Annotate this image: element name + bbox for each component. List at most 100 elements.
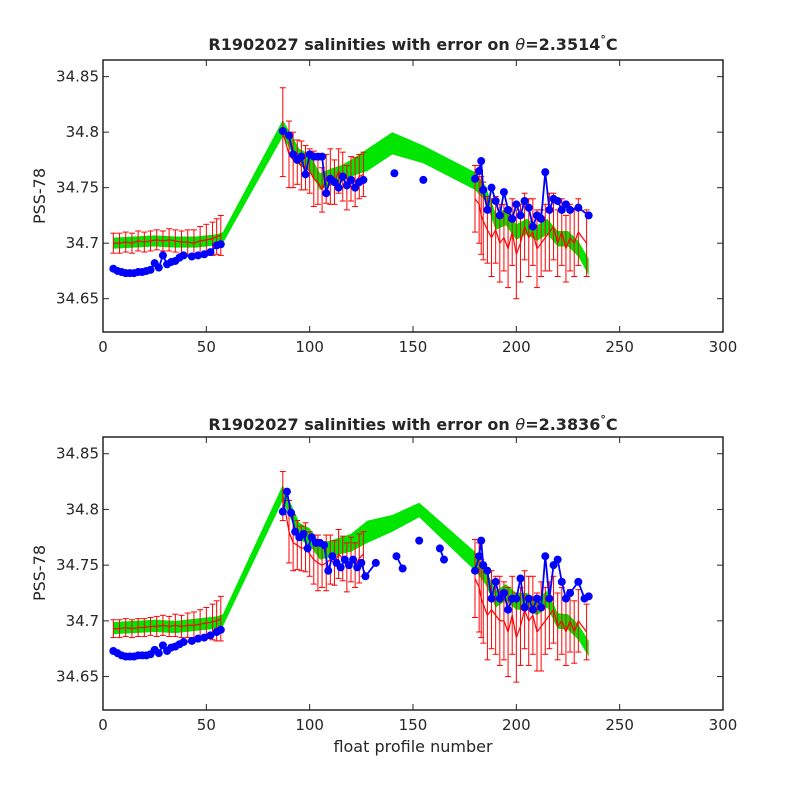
bottom-plot-reference-line-segment <box>548 609 555 616</box>
bottom-plot-float-point <box>495 594 504 603</box>
top-plot-float-point <box>479 185 488 194</box>
bottom-plot-reference-line-segment <box>515 626 522 638</box>
top-plot-float-point <box>545 205 554 214</box>
bottom-plot-ticks: 0 50 100 150 200 250 300 34.65 34.7 34.75 34.8 34.8… <box>56 437 737 734</box>
top-plot-reference-line-segment <box>119 241 126 244</box>
top-plot-ytick-label: 34.85 <box>56 68 99 86</box>
bottom-plot-ytick-label: 34.85 <box>56 445 99 463</box>
bottom-plot-float-point <box>158 641 167 650</box>
bottom-plot-float-point <box>340 555 349 564</box>
bottom-plot-reference-line-segment <box>482 603 488 616</box>
top-plot-error-bar <box>356 153 363 200</box>
bottom-plot-xtick-label: 0 <box>98 716 108 734</box>
bottom-plot-reference-line-segment <box>169 624 176 628</box>
bottom-plot-error-bar <box>147 617 154 636</box>
bottom-plot-float-point <box>357 558 366 567</box>
top-plot-float-point <box>285 131 293 140</box>
bottom-plot-reference-line-segment <box>536 626 542 633</box>
bottom-plot-reference-line-segment <box>573 620 579 633</box>
top-plot-reference-line-segment <box>499 237 505 244</box>
bottom-plot-float-point <box>328 552 337 561</box>
bottom-plot-xtick-label: 150 <box>399 716 428 734</box>
top-plot-float-point <box>495 211 504 220</box>
bottom-plot-title-unit: C <box>606 415 618 434</box>
bottom-plot-float-point <box>477 536 486 545</box>
top-plot-float-point <box>278 127 287 136</box>
bottom-plot-float-point <box>491 577 500 586</box>
bottom-plot-reference-line-segment <box>193 623 201 626</box>
top-plot-title: R1902027 salinities with error on θ=2.35… <box>208 33 617 54</box>
top-plot-ytick-label: 34.75 <box>56 179 99 197</box>
top-plot-title-prefix: R1902027 salinities with error on <box>208 35 515 54</box>
bottom-plot-float-point <box>487 594 496 603</box>
top-plot-reference-line-segment <box>150 239 157 242</box>
top-plot-float-point <box>318 152 327 161</box>
bottom-plot-reference-line-segment <box>125 626 133 630</box>
bottom-plot-float-point <box>179 638 188 647</box>
bottom-plot-reference-line-segment <box>317 562 323 566</box>
bottom-plot-reference-line-segment <box>528 614 534 622</box>
bottom-plot-xtick-label: 300 <box>709 716 738 734</box>
top-plot-float-point <box>351 183 360 192</box>
bottom-plot-error-bar <box>583 603 590 661</box>
bottom-plot-float-line-segment <box>540 556 547 608</box>
top-plot-reference-line-segment <box>532 231 538 249</box>
top-plot-float-point <box>491 196 500 205</box>
top-plot-reference-line-segment <box>131 240 139 244</box>
bottom-plot-float-line-segment <box>480 540 485 566</box>
bottom-plot-float-point <box>533 594 541 603</box>
bottom-plot-ytick-label: 34.7 <box>66 612 99 630</box>
top-plot-reference-line-segment <box>577 231 588 244</box>
bottom-plot-float-point <box>324 566 333 575</box>
bottom-plot-title-degree: ° <box>600 413 606 426</box>
bottom-plot-float-point <box>561 594 570 603</box>
top-plot-reference-line-segment <box>548 226 555 233</box>
bottom-plot-reference-line-segment <box>200 622 207 625</box>
top-plot-float-point <box>154 263 163 272</box>
top-plot-reference-line-segment <box>162 239 170 242</box>
top-plot-error-bar <box>147 230 154 252</box>
top-plot-reference-line-segment <box>169 239 176 242</box>
top-plot-float-point <box>584 211 593 220</box>
top-plot-float-point <box>179 251 188 260</box>
bottom-plot-title-theta: θ <box>515 415 525 434</box>
bottom-plot-reference-line-segment <box>519 609 526 627</box>
bottom-plot-float-point <box>200 633 209 642</box>
bottom-plot-float-point <box>187 636 196 645</box>
bottom-plot-float-point <box>361 572 370 581</box>
bottom-plot-reference-line-segment <box>552 609 559 627</box>
top-plot-reference-line-segment <box>565 237 571 249</box>
bottom-plot-reference-line-segment <box>540 620 546 627</box>
top-plot-xtick-label: 250 <box>605 338 634 356</box>
bottom-plot-float-point <box>557 577 566 586</box>
top-plot-float-point <box>477 157 486 166</box>
bottom-plot-ytick-label: 34.75 <box>56 556 99 574</box>
top-plot-error-bar <box>360 151 367 198</box>
top-plot-error-bar <box>153 229 160 251</box>
top-plot-reference-line-segment <box>495 229 501 244</box>
bottom-plot-reference-line-segment <box>212 620 217 623</box>
top-plot-reference-line-segment <box>125 241 133 244</box>
bottom-plot-float-point <box>440 555 448 564</box>
top-plot-error-bar <box>302 144 309 191</box>
top-plot-float-point <box>566 205 575 214</box>
top-plot-ytick-label: 34.7 <box>66 234 99 252</box>
top-plot-reference-line-segment <box>313 178 319 183</box>
top-plot-reference-line-segment <box>138 240 145 243</box>
top-plot-reference-line-segment <box>544 231 550 238</box>
bottom-plot-ylabel: PSS-78 <box>30 545 49 601</box>
bottom-plot-float-point <box>541 552 550 561</box>
bottom-plot-title-prefix: R1902027 salinities with error on <box>208 415 515 434</box>
bottom-plot-float-point <box>303 544 312 553</box>
bottom-plot-float-point <box>475 552 484 561</box>
top-plot-error-bar <box>122 231 129 253</box>
bottom-plot-ytick-label: 34.8 <box>66 500 99 518</box>
bottom-plot-error-bar <box>135 618 142 637</box>
top-plot-reference-line-segment <box>474 198 480 205</box>
top-plot-ytick-label: 34.65 <box>56 290 99 308</box>
bottom-plot-reference-line-segment <box>474 578 480 588</box>
bottom-plot-error-bar <box>128 619 135 639</box>
bottom-plot-float-point <box>512 594 521 603</box>
bottom-plot-reference-line-segment <box>569 620 575 633</box>
